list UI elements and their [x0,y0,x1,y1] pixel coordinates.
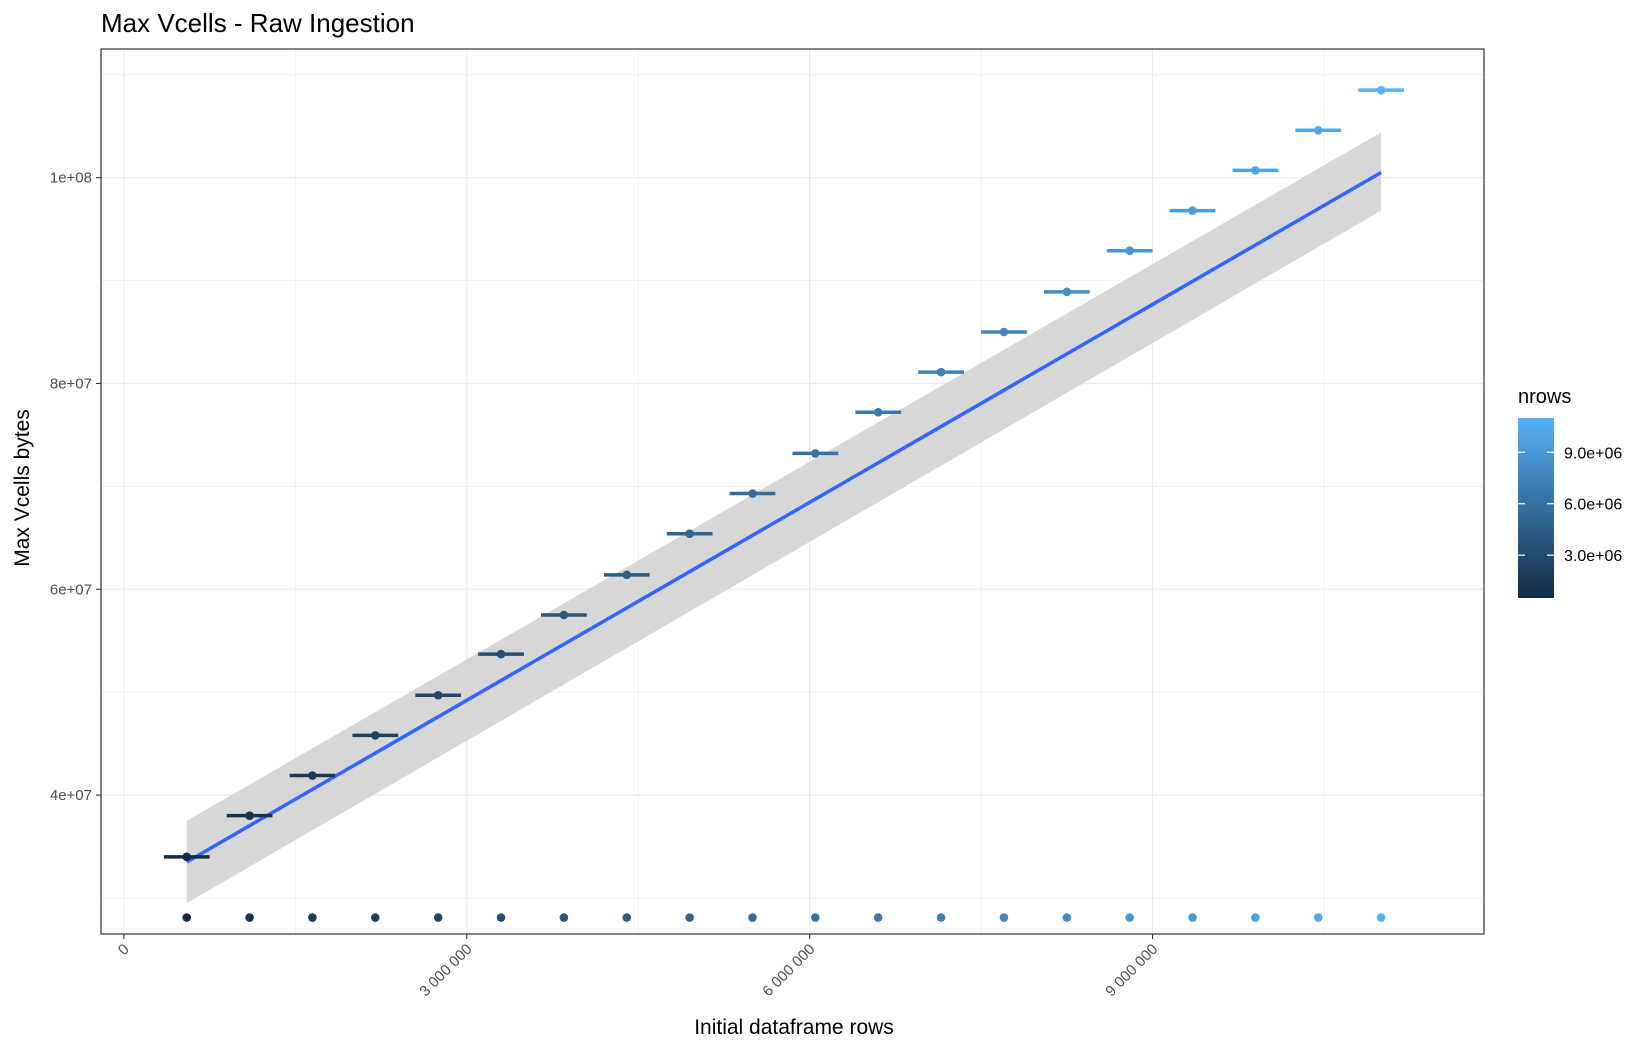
baseline-point [685,913,694,922]
x-tick-label: 0 [115,941,133,959]
regression-line [185,170,1383,864]
baseline-point [245,913,254,922]
grid-lines [101,49,1484,934]
baseline-point [496,913,506,922]
points-layer [182,85,1386,922]
x-tick-label: 6 000 000 [759,941,818,1000]
y-axis-label: Max Vcells bytes [11,409,34,567]
data-point [936,367,946,377]
baseline-point [371,913,380,922]
data-point [245,811,254,820]
legend-title: nrows [1518,386,1571,408]
data-point [1313,125,1323,135]
baseline-point [873,913,883,922]
data-point [685,529,694,538]
data-point [1125,246,1134,255]
data-point [496,649,506,659]
baseline-point [308,913,317,922]
data-point [873,407,883,417]
baseline-point [182,913,192,922]
baseline-point [1125,913,1134,922]
legend-tick-label: 9.0e+06 [1564,445,1622,462]
data-point [433,690,443,700]
data-point [308,771,317,780]
data-point [1062,287,1072,297]
x-axis: 0 3 000 000 6 000 000 9 000 000 [115,934,1161,1000]
data-point [811,449,820,458]
plot-panel-border [100,48,1485,935]
baseline-point [748,913,757,922]
baseline-point [1188,913,1197,922]
y-tick-label: 8e+07 [50,375,92,392]
panel-border [100,48,1485,935]
data-point [559,610,569,620]
data-point [371,731,380,740]
y-tick-label: 6e+07 [50,581,92,598]
data-point [1251,166,1260,175]
y-tick-label: 1e+08 [50,170,92,187]
baseline-point [433,913,443,922]
data-point [622,570,632,580]
baseline-point [999,913,1009,922]
regression-line-layer [185,170,1383,864]
data-point [1376,85,1386,95]
x-axis-label: Initial dataframe rows [694,1016,894,1039]
legend-tick-label: 6.0e+06 [1564,497,1622,514]
baseline-point [936,913,946,922]
y-tick-label: 4e+07 [50,787,92,804]
x-tick-label: 3 000 000 [416,941,475,1000]
legend-colorbar [1518,418,1554,598]
baseline-point [1376,913,1386,922]
baseline-point [1313,913,1323,922]
baseline-point [559,913,569,922]
data-point [182,852,192,862]
x-tick-label: 9 000 000 [1102,941,1161,1000]
y-axis: 4e+07 6e+07 8e+07 1e+08 [50,170,101,804]
baseline-point [1251,913,1260,922]
legend-tick-label: 3.0e+06 [1564,548,1622,565]
data-point [1188,206,1197,215]
legend: nrows 3.0e+06 6.0e+06 9.0e+06 [1518,386,1622,598]
data-point [999,327,1009,337]
baseline-point [811,913,820,922]
data-point [748,489,757,498]
baseline-point [1062,913,1072,922]
baseline-point [622,913,632,922]
chart-title: Max Vcells - Raw Ingestion [101,8,415,38]
